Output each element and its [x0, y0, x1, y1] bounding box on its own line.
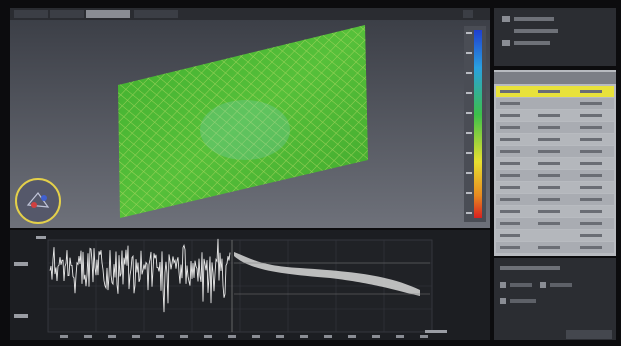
cell-text [500, 246, 520, 249]
cell-text [538, 246, 560, 249]
y-label [14, 262, 28, 266]
app-window [0, 0, 621, 346]
tab[interactable] [50, 10, 84, 18]
cell-text [500, 150, 520, 153]
page: (() => { const NS = 'http://www.w3.org/2… [0, 0, 621, 346]
cell-text [500, 210, 520, 213]
side-header [494, 8, 616, 66]
cell-text [580, 138, 602, 141]
x-tick-label [276, 335, 284, 338]
x-tick-label [228, 335, 236, 338]
x-tick-label [60, 335, 68, 338]
cell-text [580, 198, 602, 201]
cell-text [500, 186, 520, 189]
colorbar-tick [466, 172, 472, 174]
window-button[interactable] [463, 10, 473, 18]
label [514, 29, 558, 33]
cell-text [580, 102, 602, 105]
table-header [494, 72, 616, 84]
label [510, 283, 532, 287]
label [514, 17, 554, 21]
colorbar-tick [466, 152, 472, 154]
icon [502, 16, 510, 22]
colorbar-tick [466, 52, 472, 54]
x-tick-label [300, 335, 308, 338]
x-tick-label [396, 335, 404, 338]
checkbox[interactable] [500, 298, 506, 304]
cell-text [538, 90, 560, 93]
cell-text [580, 186, 602, 189]
cell-text [580, 210, 602, 213]
cell-text [500, 198, 520, 201]
cell-text [500, 234, 520, 237]
tab[interactable] [134, 10, 178, 18]
colorbar-tick [466, 212, 472, 214]
x-tick-label [324, 335, 332, 338]
x-tick-label [156, 335, 164, 338]
colorbar-tick [466, 72, 472, 74]
cell-text [538, 138, 560, 141]
colorbar-tick [466, 92, 472, 94]
cell-text [500, 162, 520, 165]
cell-text [580, 234, 602, 237]
cell-text [538, 198, 560, 201]
cell-text [538, 162, 560, 165]
cell-text [500, 174, 520, 177]
cell-text [538, 174, 560, 177]
colorbar-tick [466, 132, 472, 134]
colorbar-tick [466, 192, 472, 194]
label [514, 41, 550, 45]
label [500, 266, 560, 270]
cell-text [580, 150, 602, 153]
x-tick-label [252, 335, 260, 338]
x-tick-label [420, 335, 428, 338]
cell-text [538, 186, 560, 189]
x-label [425, 330, 447, 333]
cell-text [538, 114, 560, 117]
checkbox[interactable] [500, 282, 506, 288]
checkbox[interactable] [540, 282, 546, 288]
cell-text [580, 114, 602, 117]
cell-text [538, 210, 560, 213]
x-tick-label [108, 335, 116, 338]
cell-text [538, 150, 560, 153]
cell-text [580, 90, 602, 93]
x-tick-label [204, 335, 212, 338]
colorbar-tick [466, 32, 472, 34]
x-tick-label [132, 335, 140, 338]
colorbar-tick [466, 112, 472, 114]
cell-text [500, 138, 520, 141]
x-tick-label [372, 335, 380, 338]
cell-text [580, 222, 602, 225]
button[interactable] [566, 330, 612, 339]
colorbar [474, 30, 482, 218]
gizmo-dot [31, 202, 37, 208]
x-tick-label [84, 335, 92, 338]
cell-text [500, 126, 520, 129]
label [550, 283, 572, 287]
cell-text [538, 222, 560, 225]
orientation-gizmo[interactable] [16, 179, 60, 223]
cell-text [538, 126, 560, 129]
cell-text [500, 102, 520, 105]
cell-text [580, 174, 602, 177]
cell-text [500, 90, 520, 93]
cell-text [500, 114, 520, 117]
icon [502, 40, 510, 46]
gizmo-dot [41, 195, 47, 201]
y-label [14, 314, 28, 318]
y-label [36, 236, 46, 239]
cell-text [500, 222, 520, 225]
cell-text [580, 162, 602, 165]
cell-text [580, 246, 602, 249]
tab-active[interactable] [86, 10, 130, 18]
x-tick-label [180, 335, 188, 338]
cell-text [580, 126, 602, 129]
label [510, 299, 536, 303]
x-tick-label [348, 335, 356, 338]
tab[interactable] [14, 10, 48, 18]
highlight-region [200, 100, 290, 160]
